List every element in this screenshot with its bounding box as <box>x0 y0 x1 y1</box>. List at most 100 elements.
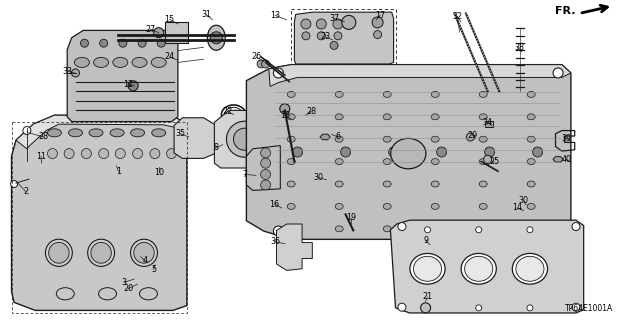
Ellipse shape <box>56 288 74 300</box>
Text: 1: 1 <box>116 167 121 176</box>
Text: 2: 2 <box>23 187 28 196</box>
Ellipse shape <box>512 253 548 284</box>
Ellipse shape <box>89 129 103 137</box>
Circle shape <box>128 81 138 91</box>
Ellipse shape <box>151 57 166 68</box>
Circle shape <box>150 148 160 159</box>
Circle shape <box>47 148 58 159</box>
Text: 22: 22 <box>223 107 233 116</box>
Circle shape <box>260 180 271 190</box>
Ellipse shape <box>479 136 487 142</box>
Circle shape <box>99 148 109 159</box>
Ellipse shape <box>88 239 115 266</box>
Circle shape <box>424 305 431 311</box>
Circle shape <box>234 128 255 150</box>
Text: 30: 30 <box>518 196 529 205</box>
Text: 10: 10 <box>154 168 164 177</box>
Circle shape <box>532 147 543 157</box>
Circle shape <box>398 303 406 311</box>
Circle shape <box>330 41 338 49</box>
Polygon shape <box>390 220 584 313</box>
Text: 15: 15 <box>164 15 175 24</box>
Circle shape <box>81 148 92 159</box>
Polygon shape <box>67 30 178 122</box>
Circle shape <box>292 147 303 157</box>
Ellipse shape <box>131 129 145 137</box>
Bar <box>165 22 188 43</box>
Text: 25: 25 <box>489 157 499 166</box>
Ellipse shape <box>335 114 343 120</box>
Ellipse shape <box>335 136 343 142</box>
Ellipse shape <box>287 226 295 232</box>
Polygon shape <box>174 118 216 158</box>
Text: 13: 13 <box>270 11 280 20</box>
Ellipse shape <box>335 204 343 209</box>
Ellipse shape <box>479 181 487 187</box>
Text: 39: 39 <box>561 134 572 143</box>
Circle shape <box>398 223 406 230</box>
Circle shape <box>260 158 271 168</box>
Circle shape <box>273 226 284 236</box>
Ellipse shape <box>287 114 295 120</box>
Circle shape <box>420 303 431 313</box>
Ellipse shape <box>383 181 391 187</box>
Ellipse shape <box>527 136 535 142</box>
Ellipse shape <box>479 226 487 232</box>
Ellipse shape <box>93 57 109 68</box>
Text: 16: 16 <box>269 200 279 209</box>
Circle shape <box>132 148 143 159</box>
Ellipse shape <box>335 226 343 232</box>
Ellipse shape <box>383 114 391 120</box>
Ellipse shape <box>383 226 391 232</box>
Text: 30: 30 <box>314 173 324 182</box>
Ellipse shape <box>410 253 445 284</box>
Ellipse shape <box>527 226 535 232</box>
Text: 24: 24 <box>164 52 175 61</box>
Circle shape <box>23 126 31 134</box>
Text: 7: 7 <box>242 170 247 179</box>
Circle shape <box>273 68 284 78</box>
Ellipse shape <box>479 92 487 97</box>
Text: 3: 3 <box>122 278 127 287</box>
Circle shape <box>467 133 474 141</box>
Circle shape <box>72 69 79 77</box>
Ellipse shape <box>287 204 295 209</box>
Ellipse shape <box>287 136 295 142</box>
Circle shape <box>227 121 262 157</box>
Text: 26: 26 <box>251 52 261 61</box>
Circle shape <box>317 32 325 40</box>
Circle shape <box>388 147 399 157</box>
Bar <box>485 121 493 127</box>
Text: 40: 40 <box>561 155 572 164</box>
Text: 34: 34 <box>483 118 493 127</box>
Ellipse shape <box>152 129 166 137</box>
Text: 31: 31 <box>201 10 211 19</box>
Circle shape <box>260 148 271 158</box>
Circle shape <box>81 39 88 47</box>
Circle shape <box>257 60 265 68</box>
Circle shape <box>119 39 127 47</box>
Ellipse shape <box>131 239 157 266</box>
Ellipse shape <box>140 288 157 300</box>
Text: 12: 12 <box>123 80 133 89</box>
Ellipse shape <box>479 204 487 209</box>
Ellipse shape <box>527 181 535 187</box>
Text: 11: 11 <box>36 152 46 161</box>
Text: TP64E1001A: TP64E1001A <box>565 304 613 313</box>
Circle shape <box>334 32 342 40</box>
Polygon shape <box>16 115 187 149</box>
Circle shape <box>260 169 271 180</box>
Text: 29: 29 <box>467 131 477 140</box>
Circle shape <box>301 19 311 29</box>
Ellipse shape <box>134 243 154 263</box>
Circle shape <box>11 180 17 188</box>
Circle shape <box>64 148 74 159</box>
Circle shape <box>340 147 351 157</box>
Circle shape <box>333 19 343 29</box>
Polygon shape <box>320 134 330 140</box>
Circle shape <box>484 156 492 163</box>
Circle shape <box>572 303 580 311</box>
Circle shape <box>424 227 431 233</box>
Text: 18: 18 <box>280 111 290 120</box>
Polygon shape <box>246 146 280 190</box>
